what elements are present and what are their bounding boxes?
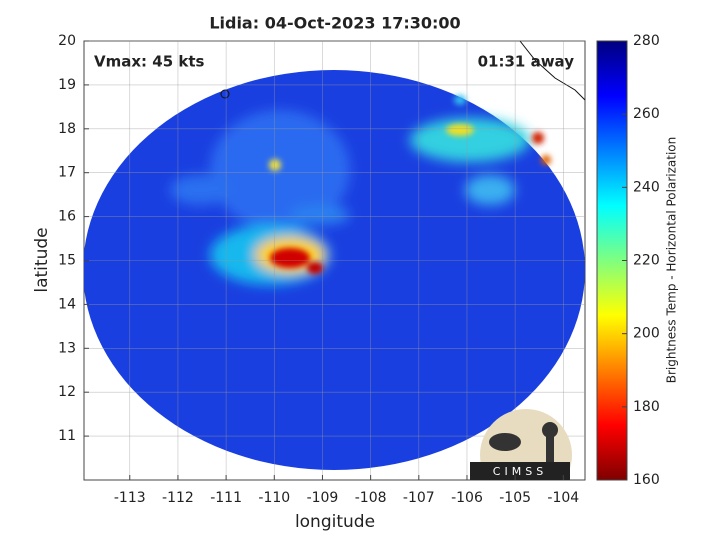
logo: CIMSS (470, 409, 572, 480)
annotation: 01:31 away (478, 53, 575, 71)
coastline (519, 40, 586, 101)
x-tick-label: -108 (355, 490, 387, 506)
y-tick-label: 12 (58, 384, 76, 400)
colorbar-tick-label: 260 (633, 106, 660, 122)
y-tick-label: 15 (58, 253, 76, 269)
x-tick-label: -105 (499, 490, 531, 506)
island (220, 89, 230, 99)
colorbar-tick-label: 160 (633, 472, 660, 488)
colorbar-tick-label: 180 (633, 399, 660, 415)
y-tick-label: 17 (58, 165, 76, 181)
satellite-image (84, 70, 585, 470)
colorbar-tick-label: 220 (633, 253, 660, 269)
x-tick-label: -112 (162, 490, 194, 506)
y-tick-label: 18 (58, 121, 76, 137)
colorbar-tick-label: 280 (633, 33, 660, 49)
grid (84, 40, 585, 480)
x-tick-label: -113 (114, 490, 146, 506)
chart-title: Lidia: 04-Oct-2023 17:30:00 (209, 14, 460, 33)
x-tick-label: -111 (210, 490, 242, 506)
y-tick-label: 20 (58, 33, 76, 49)
x-axis-label: longitude (295, 512, 375, 532)
x-tick-label: -110 (258, 490, 290, 506)
y-tick-label: 13 (58, 340, 76, 356)
x-tick-label: -104 (547, 490, 579, 506)
x-tick-label: -106 (451, 490, 483, 506)
colorbar-tick-label: 200 (633, 326, 660, 342)
y-tick-label: 19 (58, 77, 76, 93)
colorbar-tick-label: 240 (633, 179, 660, 195)
y-tick-label: 11 (58, 428, 76, 444)
annotation: Vmax: 45 kts (94, 53, 204, 71)
y-tick-label: 16 (58, 209, 76, 225)
x-tick-label: -109 (307, 490, 339, 506)
x-tick-label: -107 (403, 490, 435, 506)
colorbar-label: Brightness Temp - Horizontal Polarizatio… (665, 137, 679, 384)
y-tick-label: 14 (58, 296, 76, 312)
logo-text: CIMSS (493, 465, 547, 478)
y-axis-label: latitude (32, 227, 52, 292)
